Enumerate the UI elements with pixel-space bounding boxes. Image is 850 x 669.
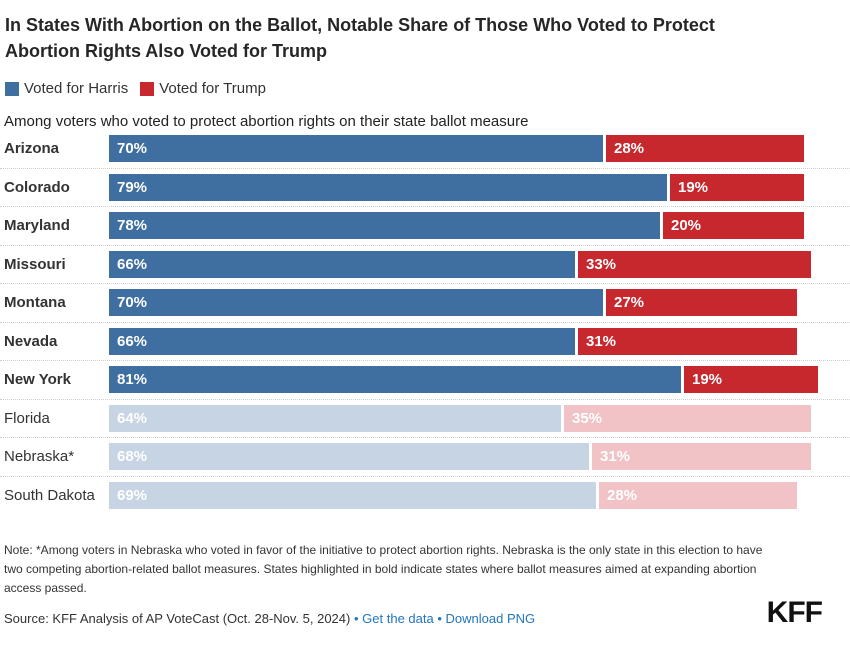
bar-track: 64% 35% — [109, 404, 811, 432]
table-row: Montana 70% 27% — [0, 284, 850, 323]
harris-bar-segment: 70% — [109, 289, 603, 317]
table-row: Arizona 70% 28% — [0, 130, 850, 169]
source-text: Source: KFF Analysis of AP VoteCast (Oct… — [4, 611, 351, 626]
trump-bar-segment: 27% — [606, 289, 797, 317]
harris-bar-segment: 66% — [109, 250, 575, 278]
trump-bar-segment: 33% — [578, 250, 811, 278]
state-label: Colorado — [4, 178, 70, 196]
bar-track: 70% 28% — [109, 135, 804, 163]
state-label: Missouri — [4, 255, 66, 273]
table-row: Colorado 79% 19% — [0, 169, 850, 207]
bar-track: 66% 31% — [109, 327, 797, 355]
trump-bar-segment: 20% — [663, 212, 804, 240]
chart-title-line2: Abortion Rights Also Voted for Trump — [5, 41, 327, 61]
table-row: Missouri 66% 33% — [0, 246, 850, 284]
state-label: Arizona — [4, 140, 60, 158]
harris-bar-segment: 64% — [109, 404, 561, 432]
download-png-link[interactable]: Download PNG — [445, 611, 536, 626]
harris-bar-segment: 70% — [109, 135, 603, 163]
kff-logo[interactable]: KFF — [766, 596, 823, 629]
bullet-separator: • — [353, 611, 359, 626]
state-label: South Dakota — [4, 487, 95, 505]
source-line: Source: KFF Analysis of AP VoteCast (Oct… — [4, 611, 535, 626]
legend-item-trump: Voted for Trump — [140, 80, 266, 97]
table-row: New York 81% 19% — [0, 361, 850, 400]
chart-rows: Arizona 70% 28% Colorado 79% 19% Marylan… — [0, 130, 850, 515]
harris-swatch-icon — [5, 81, 19, 96]
harris-bar-segment: 69% — [109, 482, 596, 510]
harris-bar-segment: 81% — [109, 366, 681, 394]
state-label: Maryland — [4, 217, 70, 235]
chart-title: In States With Abortion on the Ballot, N… — [5, 12, 826, 64]
get-the-data-link[interactable]: Get the data — [362, 611, 434, 626]
table-row: South Dakota 69% 28% — [0, 477, 850, 516]
bullet-separator: • — [437, 611, 442, 626]
table-row: Nevada 66% 31% — [0, 323, 850, 361]
trump-bar-segment: 28% — [606, 135, 804, 163]
trump-bar-segment: 19% — [670, 173, 804, 201]
state-label: Montana — [4, 294, 66, 312]
state-label: Nebraska* — [4, 448, 75, 466]
bar-track: 66% 33% — [109, 250, 811, 278]
harris-bar-segment: 68% — [109, 443, 589, 471]
bar-track: 79% 19% — [109, 173, 804, 201]
bar-track: 69% 28% — [109, 482, 797, 510]
table-row: Maryland 78% 20% — [0, 207, 850, 246]
chart-subtitle: Among voters who voted to protect aborti… — [4, 113, 529, 130]
trump-bar-segment: 31% — [578, 327, 797, 355]
legend: Voted for Harris Voted for Trump — [5, 80, 850, 97]
bar-track: 70% 27% — [109, 289, 797, 317]
legend-item-label: Voted for Trump — [159, 80, 266, 97]
legend-item-label: Voted for Harris — [24, 80, 129, 97]
trump-bar-segment: 35% — [564, 404, 811, 432]
state-label: Nevada — [4, 332, 58, 350]
harris-bar-segment: 79% — [109, 173, 667, 201]
table-row: Nebraska* 68% 31% — [0, 438, 850, 477]
trump-bar-segment: 31% — [592, 443, 811, 471]
bar-track: 68% 31% — [109, 443, 811, 471]
state-label: New York — [4, 371, 71, 389]
bar-track: 81% 19% — [109, 366, 818, 394]
trump-swatch-icon — [140, 81, 155, 96]
state-label: Florida — [4, 409, 50, 427]
harris-bar-segment: 66% — [109, 327, 575, 355]
trump-bar-segment: 19% — [684, 366, 818, 394]
footnote: Note: *Among voters in Nebraska who vote… — [4, 543, 763, 595]
footer-row: Source: KFF Analysis of AP VoteCast (Oct… — [4, 596, 823, 629]
table-row: Florida 64% 35% — [0, 400, 850, 438]
chart-title-line1: In States With Abortion on the Ballot, N… — [5, 15, 715, 35]
legend-item-harris: Voted for Harris — [5, 80, 128, 97]
bar-track: 78% 20% — [109, 212, 804, 240]
harris-bar-segment: 78% — [109, 212, 660, 240]
trump-bar-segment: 28% — [599, 482, 797, 510]
